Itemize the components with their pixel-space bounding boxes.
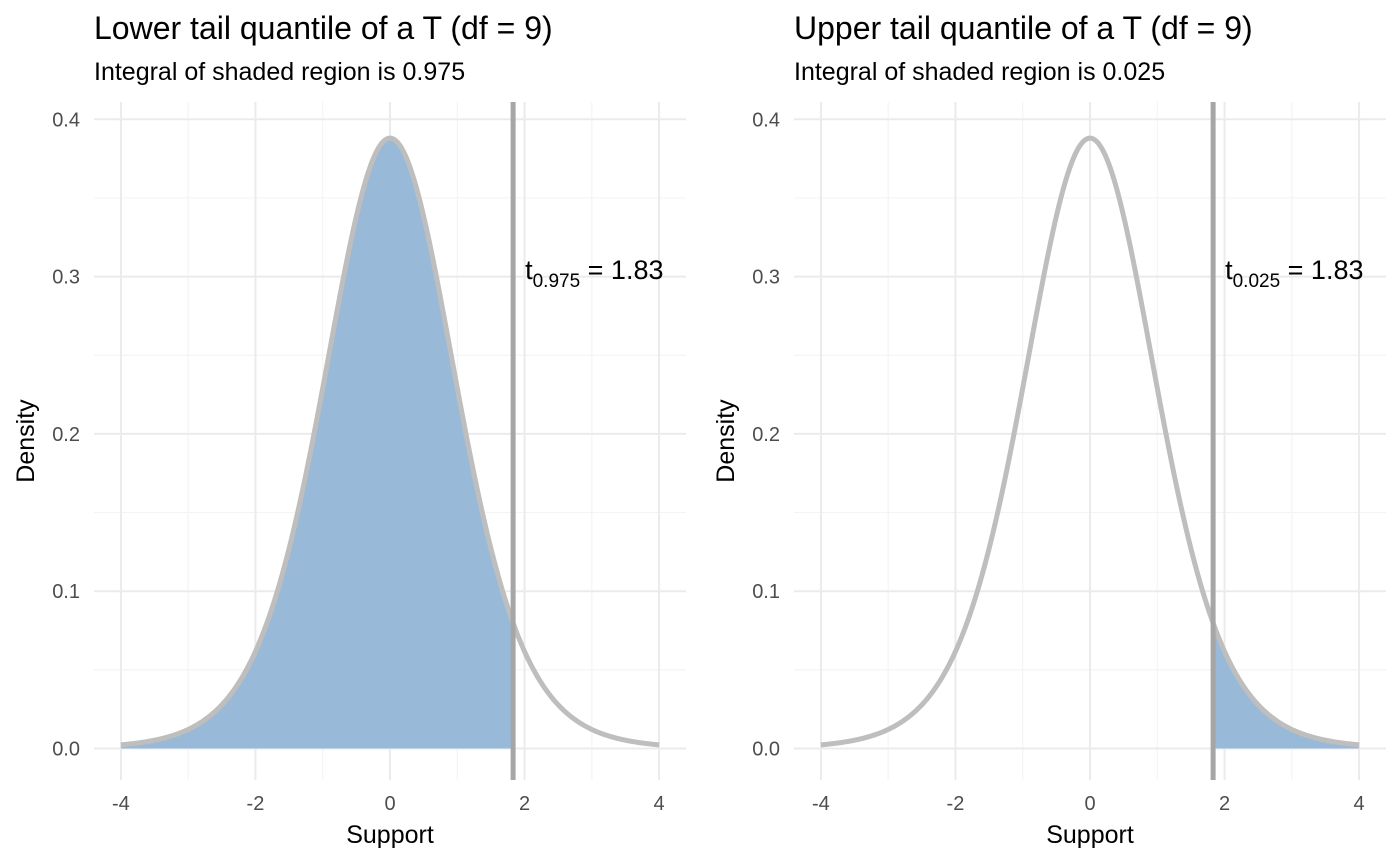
y-tick-label: 0.2 bbox=[52, 424, 80, 446]
y-tick-label: 0.1 bbox=[752, 581, 780, 603]
y-tick-label: 0.4 bbox=[752, 109, 780, 131]
chart-title: Upper tail quantile of a T (df = 9) bbox=[794, 10, 1253, 46]
y-axis-title: Density bbox=[12, 399, 40, 483]
x-tick-label: -4 bbox=[812, 793, 830, 815]
grid bbox=[794, 102, 1386, 780]
y-axis-title: Density bbox=[712, 399, 740, 483]
y-tick-label: 0.1 bbox=[52, 581, 80, 603]
annotation-base: t bbox=[1225, 255, 1233, 285]
x-tick-label: 0 bbox=[1084, 793, 1095, 815]
annotation-value: = 1.83 bbox=[580, 255, 663, 285]
x-tick-label: -4 bbox=[112, 793, 130, 815]
y-tick-label: 0.0 bbox=[52, 739, 80, 761]
annotation-base: t bbox=[525, 255, 533, 285]
x-axis-title: Support bbox=[346, 821, 434, 849]
y-tick-label: 0.0 bbox=[752, 739, 780, 761]
x-tick-label: 0 bbox=[384, 793, 395, 815]
quantile-annotation: t0.975 = 1.83 bbox=[525, 255, 663, 292]
quantile-annotation: t0.025 = 1.83 bbox=[1225, 255, 1363, 292]
chart-subtitle: Integral of shaded region is 0.025 bbox=[794, 58, 1165, 86]
chart-title: Lower tail quantile of a T (df = 9) bbox=[94, 10, 553, 46]
shaded-region bbox=[1213, 623, 1360, 749]
annotation-subscript: 0.025 bbox=[1233, 271, 1281, 292]
annotation-value: = 1.83 bbox=[1280, 255, 1363, 285]
annotation-subscript: 0.975 bbox=[533, 271, 581, 292]
chart-subtitle: Integral of shaded region is 0.975 bbox=[94, 58, 465, 86]
y-tick-label: 0.4 bbox=[52, 109, 80, 131]
x-tick-label: 2 bbox=[519, 793, 530, 815]
x-tick-label: 2 bbox=[1219, 793, 1230, 815]
x-tick-label: -2 bbox=[947, 793, 965, 815]
density-curve bbox=[120, 135, 660, 748]
chart-panel-2: t0.025 = 1.83 -4 -2 0 2 4 0.0 0.1 0.2 0.3 0.4 Suppo… bbox=[712, 10, 1386, 849]
x-tick-label: 4 bbox=[1354, 793, 1365, 815]
x-axis-title: Support bbox=[1046, 821, 1134, 849]
chart-panel-1: t0.975 = 1.83 -4 -2 0 2 4 0.0 0.1 0.2 0.3 0.4 Suppo… bbox=[12, 10, 686, 849]
y-tick-label: 0.3 bbox=[52, 267, 80, 289]
y-tick-label: 0.3 bbox=[752, 267, 780, 289]
x-tick-label: -2 bbox=[247, 793, 265, 815]
shaded-region bbox=[120, 138, 514, 749]
x-tick-label: 4 bbox=[654, 793, 665, 815]
y-tick-label: 0.2 bbox=[752, 424, 780, 446]
density-curve bbox=[820, 135, 1360, 748]
